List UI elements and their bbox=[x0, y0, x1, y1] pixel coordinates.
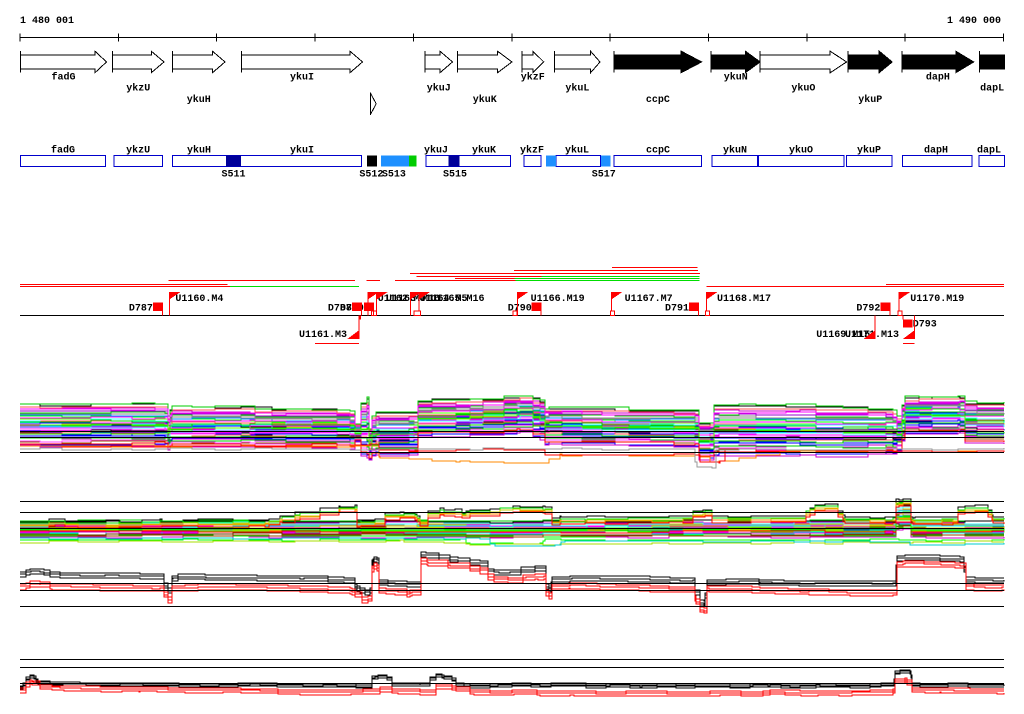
svg-text:ykzU: ykzU bbox=[126, 144, 150, 156]
svg-text:U1170.M19: U1170.M19 bbox=[910, 294, 964, 305]
svg-text:D793: D793 bbox=[913, 320, 937, 331]
svg-text:ykuH: ykuH bbox=[187, 94, 211, 106]
svg-text:ykuI: ykuI bbox=[290, 144, 314, 156]
svg-text:U1165.M16: U1165.M16 bbox=[431, 294, 485, 305]
svg-text:dapL: dapL bbox=[980, 83, 1004, 95]
svg-text:U1164.M5: U1164.M5 bbox=[420, 294, 468, 305]
svg-text:D787: D787 bbox=[129, 303, 153, 314]
svg-text:ykuK: ykuK bbox=[473, 94, 497, 106]
svg-text:ykuJ: ykuJ bbox=[424, 144, 448, 156]
svg-text:dapL: dapL bbox=[977, 144, 1001, 156]
svg-text:U1168.M17: U1168.M17 bbox=[717, 294, 771, 305]
svg-text:S511: S511 bbox=[222, 170, 246, 181]
svg-text:D792: D792 bbox=[856, 303, 880, 314]
svg-text:fadG: fadG bbox=[52, 71, 76, 83]
svg-text:S517: S517 bbox=[592, 170, 616, 181]
svg-text:U1169.M15: U1169.M15 bbox=[816, 330, 870, 341]
svg-text:U1161.M3: U1161.M3 bbox=[299, 330, 347, 341]
svg-text:1 480 001: 1 480 001 bbox=[20, 16, 74, 27]
svg-text:D790: D790 bbox=[508, 303, 532, 314]
svg-text:ykuN: ykuN bbox=[724, 71, 748, 83]
svg-text:ykuP: ykuP bbox=[858, 94, 882, 106]
svg-text:S515: S515 bbox=[443, 170, 467, 181]
svg-text:S513: S513 bbox=[382, 170, 406, 181]
svg-text:U1167.M7: U1167.M7 bbox=[625, 294, 673, 305]
svg-text:U1160.M4: U1160.M4 bbox=[175, 294, 223, 305]
svg-text:ykuK: ykuK bbox=[472, 144, 496, 156]
svg-text:ykzF: ykzF bbox=[521, 71, 545, 83]
svg-text:S512: S512 bbox=[359, 170, 383, 181]
svg-text:D791: D791 bbox=[665, 303, 689, 314]
svg-text:1 490 000: 1 490 000 bbox=[947, 16, 1001, 27]
svg-text:ykuJ: ykuJ bbox=[427, 83, 451, 95]
svg-text:dapH: dapH bbox=[924, 144, 948, 156]
svg-text:ykuP: ykuP bbox=[857, 144, 881, 156]
svg-text:ykuL: ykuL bbox=[565, 144, 589, 156]
svg-text:ykzU: ykzU bbox=[126, 83, 150, 95]
svg-text:ykuN: ykuN bbox=[723, 144, 747, 156]
svg-text:dapH: dapH bbox=[926, 71, 950, 83]
svg-text:ykuO: ykuO bbox=[791, 83, 815, 95]
svg-text:ykuL: ykuL bbox=[565, 83, 589, 95]
svg-text:ccpC: ccpC bbox=[646, 95, 670, 106]
svg-text:ykuO: ykuO bbox=[789, 144, 813, 156]
svg-text:U1162.M4: U1162.M4 bbox=[378, 294, 426, 305]
svg-text:ccpC: ccpC bbox=[646, 145, 670, 156]
svg-text:ykzF: ykzF bbox=[520, 144, 544, 156]
svg-text:U1163.M16: U1163.M16 bbox=[386, 294, 440, 305]
svg-text:fadG: fadG bbox=[51, 144, 75, 156]
svg-text:U1166.M19: U1166.M19 bbox=[531, 294, 585, 305]
svg-text:D788: D788 bbox=[328, 303, 352, 314]
svg-text:ykuH: ykuH bbox=[187, 144, 211, 156]
svg-text:ykuI: ykuI bbox=[290, 71, 314, 83]
